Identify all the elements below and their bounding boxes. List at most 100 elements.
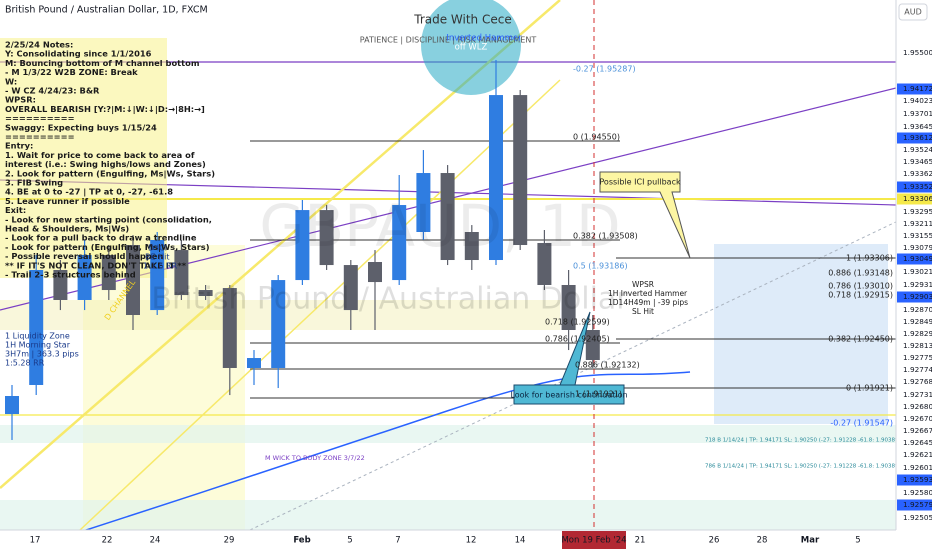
price-label: 1.92580 [903,488,932,497]
price-label: 1.92849 [903,317,932,326]
price-label: 1.92601 [903,463,932,472]
price-label: 1.92645 [903,438,932,447]
candle-body [489,95,503,261]
fib-labels: -0.27 (1.95287) 0 (1.94550) 0.382 (1.93508… [545,65,893,428]
time-label: 5 [347,536,352,546]
candle-body [174,250,189,296]
time-label: 28 [757,536,768,546]
price-badge [897,83,932,95]
callout-box [599,171,691,259]
moving-average [39,371,691,546]
note-line: 5. Leave runner if possible [5,196,130,206]
note-line: W: [5,76,17,86]
price-label: 1.92829 [903,329,932,338]
price-label: 1.93524 [903,145,932,154]
note-line: - Trail 2-3 structures behind [5,270,136,280]
note-line: Swaggy: Expecting buys 1/15/24 [5,122,157,132]
candle-body [198,290,213,297]
callout: 1:1.6 RR [143,262,178,271]
time-badge [562,531,626,549]
price-label: 1.93645 [903,122,932,131]
candle-body [392,205,407,281]
candle-body [440,173,455,261]
currency-badge [898,3,928,21]
price-label: 1.93465 [903,157,932,166]
fib-label: 0 (1.91921) [846,384,893,393]
candle-body [343,265,358,311]
note-line: 4. BE at 0 to -27 | TP at 0, -27, -61.8 [5,187,173,197]
candle-body [295,210,310,281]
candle-body [222,288,237,368]
candle-body [271,280,286,368]
notes: 2/25/24 Notes:Y: Consolidating since 1/1… [4,40,215,280]
time-label: 21 [635,536,646,546]
candle-body [368,262,382,283]
price-label: 1.92505 [903,513,932,522]
time-label: 5 [855,536,860,546]
price-badge [897,181,932,193]
brand-title: Trade With Cece [413,13,511,27]
fib-label: 0.5 (1.93186) [573,262,628,271]
candle-body [319,210,334,266]
callout: SL Hit [632,307,654,316]
callout: 1D14H49m | -39 pips [608,298,688,307]
candle-body [77,254,92,300]
fib-label: 0.886 (1.93148) [828,269,893,278]
fib-label: -0.27 (1.95287) [573,65,636,74]
note-line: WPSR: [5,95,36,105]
price-label: 1.92931 [903,280,932,289]
price-label: 1.92768 [903,377,932,386]
fib-label: 0 (1.94550) [573,133,620,142]
callout: Look for bearish continuation [510,391,627,400]
price-label: 1.92667 [903,426,932,435]
fib-label: 1 (1.91921) [575,390,622,399]
note-line: Exit: [5,205,26,215]
price-label: 1.92903 [903,292,932,301]
fib-label: -0.27 (1.91547) [830,419,893,428]
price-label: 1.94172 [903,84,932,93]
price-badge [897,474,932,486]
watermark: British Pound / Australian Dollar [151,282,629,317]
price-label: 1.93155 [903,231,932,240]
time-label: 26 [709,536,720,546]
note-line: ========== [5,132,75,142]
time-label: 29 [224,536,235,546]
note-line: Entry: [5,141,33,151]
time-label: Feb [293,536,310,546]
price-label: 1.92775 [903,353,932,362]
callout: 1:5.28 RR [5,359,45,368]
fib-label: 0.718 (1.92915) [828,291,893,300]
note-line: interest (i.e.: Swing highs/lows and Zon… [5,159,206,169]
fib-label: 0.786 (1.92405) [545,335,610,344]
note-line: 2. Look for pattern (Engulfing, Ms|Ws, S… [5,168,215,178]
note-line: 1. Wait for price to come back to area o… [5,150,195,160]
currency: AUD [904,8,922,17]
candle-body [513,95,528,246]
time-label: Mar [801,536,820,546]
price-badge [897,193,932,205]
time-label: 12 [466,536,477,546]
callout: 786 B 1/14/24 | TP: 1.94171 SL: 1.90250 … [705,464,901,470]
candle-body [537,243,552,285]
time-axis [0,530,932,550]
callout: D ICI [148,244,167,253]
note-line: M: Bouncing bottom of M channel bottom [5,58,199,68]
note-line: Head & Shoulders, Ms|Ws) [5,224,129,234]
note-line: - W CZ 4/24/23: B&R [5,86,100,96]
header: British Pound / Australian Dollar, 1D, F… [5,5,208,16]
price-label: 1.93612 [903,133,932,142]
note-line: ========== [5,113,75,123]
price-label: 1.94023 [903,96,932,105]
callout: 1H Morning Star [5,341,71,350]
price-label: 1.92680 [903,402,932,411]
zone [0,425,896,443]
price-badge [897,132,932,144]
price-label: 1.92813 [903,341,932,350]
note-line: - Possible reversal should happen [5,251,163,261]
axis-labels: 1.95500 1.94172 1.94023 1.93701 1.93645 1.936… [30,48,932,549]
candle-body [5,396,19,415]
price-label: 1.92731 [903,390,932,399]
time-label: 17 [30,536,41,546]
candle-body [29,269,44,385]
